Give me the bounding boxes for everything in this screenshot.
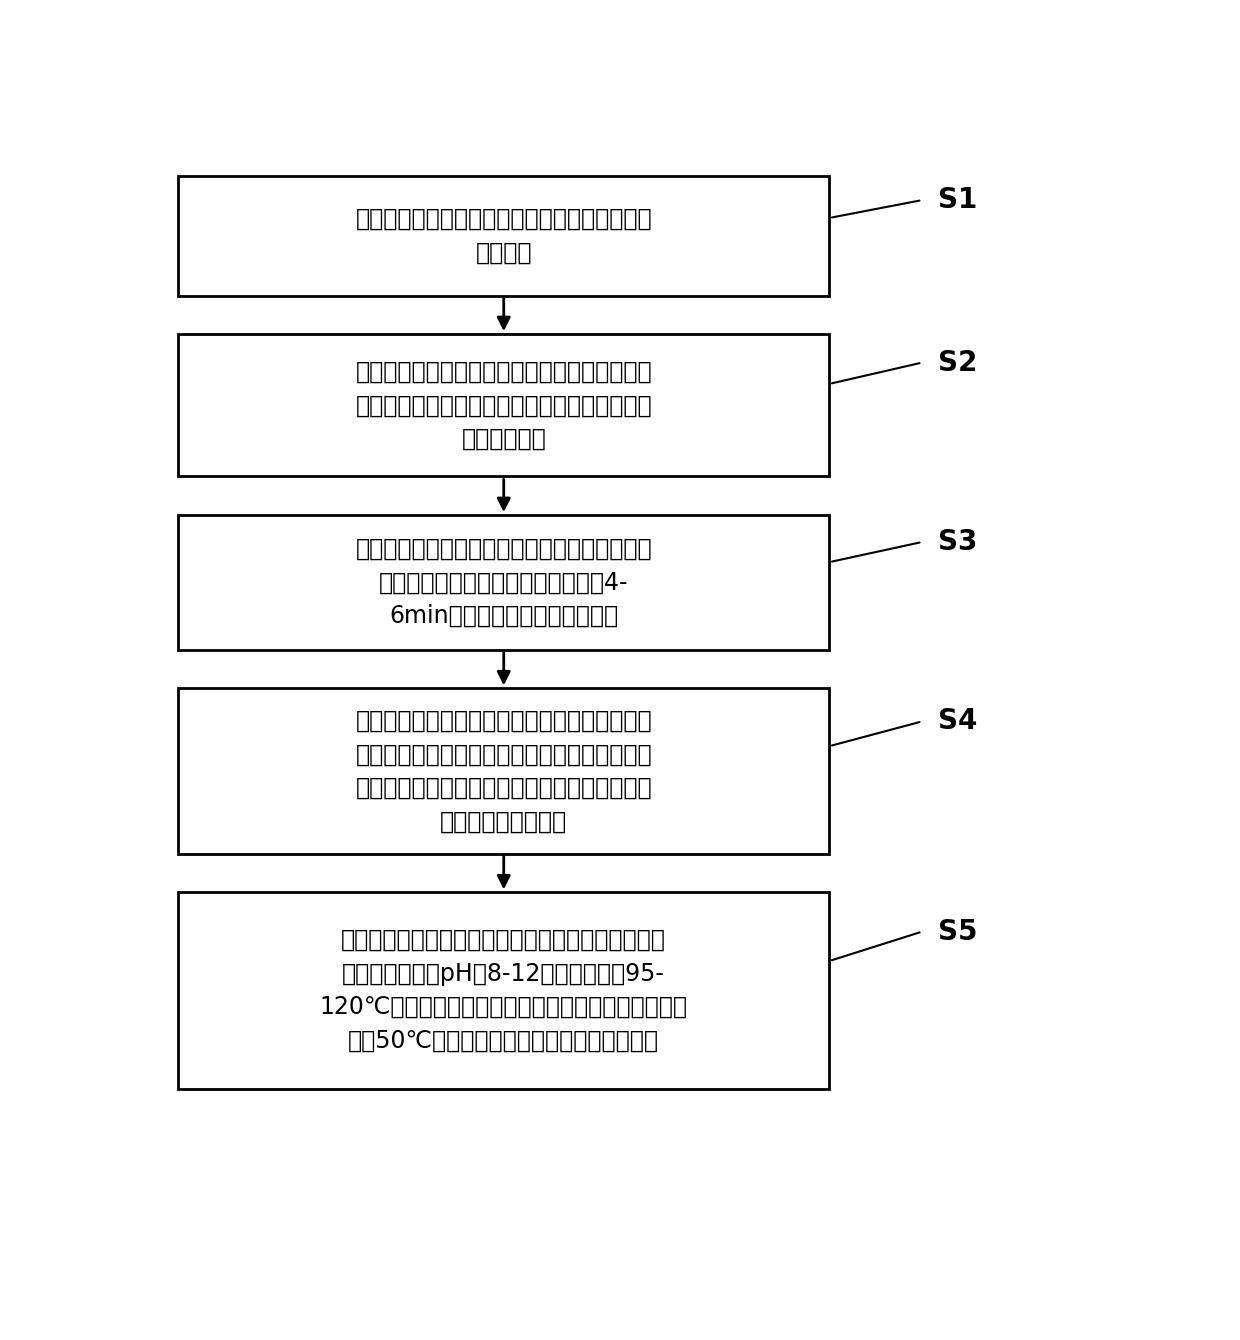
Text: S1: S1 <box>937 186 977 214</box>
Bar <box>179 176 830 296</box>
Text: S2: S2 <box>937 348 977 377</box>
Text: S3: S3 <box>937 528 977 556</box>
Bar <box>179 892 830 1088</box>
Bar <box>179 515 830 650</box>
Text: 选取成熟的新鲜椰子，破壳，取椰汁备用，取椰
肉切碎后用无菌纯净水浸泡清洗，滤去纯净水得
到椰肉碎备用: 选取成熟的新鲜椰子，破壳，取椰汁备用，取椰 肉切碎后用无菌纯净水浸泡清洗，滤去纯… <box>356 359 652 450</box>
Text: 选取成熟、无病虫害的新鲜苹果，切碎后得到苹
果碎备用: 选取成熟、无病虫害的新鲜苹果，切碎后得到苹 果碎备用 <box>356 208 652 264</box>
Bar <box>179 689 830 854</box>
Text: S5: S5 <box>937 918 977 946</box>
Bar <box>179 334 830 477</box>
Text: S4: S4 <box>937 708 977 736</box>
Text: 将冻干粉置于美拉德反应容器中，加入椰汁，混匀后
调节反应体系的pH至8-12，温度控制在95-
120℃，搅拌状态下进行美拉德反应，反应结束后，降
温至50℃以: 将冻干粉置于美拉德反应容器中，加入椰汁，混匀后 调节反应体系的pH至8-12，温… <box>320 929 688 1053</box>
Text: 按一定比例称取苹果碎和椰肉碎加入三角瓶中混
合，加等重量水，在微波条件下处理4-
6min，冷却后，得到固体培养基: 按一定比例称取苹果碎和椰肉碎加入三角瓶中混 合，加等重量水，在微波条件下处理4-… <box>356 537 652 628</box>
Text: 配置黑曲霉孢子悬液，接种黑曲霉孢子悬液至固
体培养基中，恒温固态发酵；将发酵后得到的悬
浮液进行固液分离，取固体真空冷冻干燥，冻干
物粉碎后得到冻干粉: 配置黑曲霉孢子悬液，接种黑曲霉孢子悬液至固 体培养基中，恒温固态发酵；将发酵后得… <box>356 709 652 833</box>
